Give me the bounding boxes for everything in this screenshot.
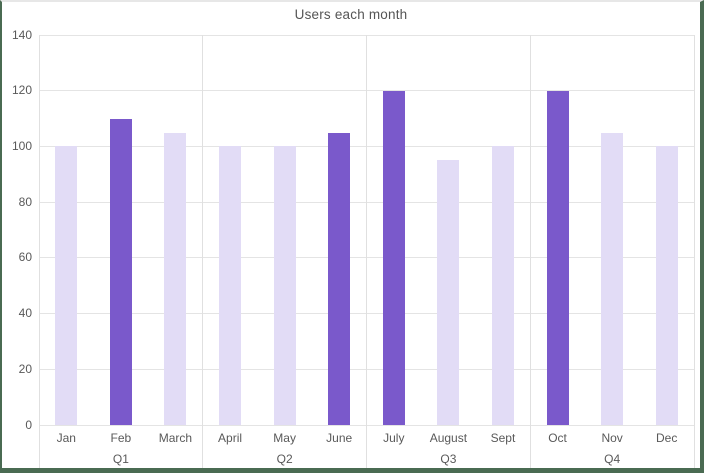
bar-sept [491,146,514,425]
bar-dec [655,146,678,425]
category-axis-left-line [38,35,40,468]
y-axis-tick-label: 80 [18,194,32,209]
month-label-august: August [429,431,468,445]
chart-title: Users each month [294,7,408,22]
quarter-separator-line [529,35,531,468]
month-label-oct: Oct [548,431,567,445]
y-axis-tick-label: 40 [18,306,32,321]
quarter-label-q4: Q4 [604,452,621,466]
category-axis-bottom-line [39,467,694,468]
bar-june [328,132,351,425]
bar-nov [601,132,624,425]
month-label-march: March [158,431,193,445]
bar-march [164,132,187,425]
bar-august [437,160,460,425]
bar-april [219,146,242,425]
month-label-june: June [326,431,353,445]
category-axis-right-line [693,35,695,468]
bar-jan [55,146,78,425]
y-axis-tick-label: 0 [25,417,32,432]
bar-oct [546,90,569,425]
month-label-sept: Sept [490,431,516,445]
month-label-april: April [218,431,243,445]
month-label-may: May [273,431,296,445]
month-label-dec: Dec [656,431,678,445]
bar-may [273,146,296,425]
quarter-label-q3: Q3 [440,452,457,466]
month-label-feb: Feb [110,431,132,445]
y-axis-tick-label: 60 [18,250,32,265]
bar-july [382,90,405,425]
y-axis-tick-label: 140 [11,27,32,42]
y-axis-tick-label: 120 [11,83,32,98]
quarter-separator-line [202,35,204,468]
quarter-label-q1: Q1 [112,452,129,466]
quarter-label-q2: Q2 [276,452,293,466]
month-label-july: July [383,431,405,445]
month-label-jan: Jan [56,431,76,445]
y-axis-tick-label: 100 [11,138,32,153]
month-label-nov: Nov [601,431,623,445]
quarter-separator-line [366,35,367,468]
bar-feb [109,118,132,425]
y-axis-tick-label: 20 [18,361,32,376]
